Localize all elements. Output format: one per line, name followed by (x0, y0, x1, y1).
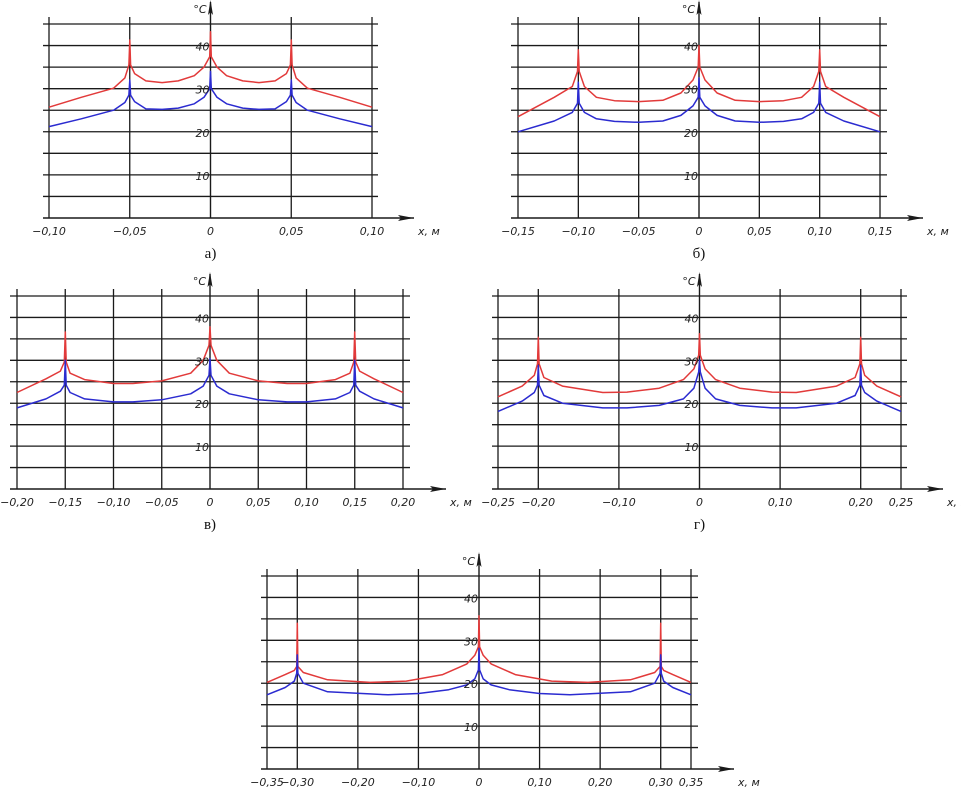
x-tick-label: −0,20 (0, 496, 34, 509)
series-line-red (48, 31, 373, 108)
y-tick-label: 40 (196, 41, 210, 54)
x-tick-label: 0,10 (527, 776, 552, 789)
y-tick-label: 20 (684, 127, 698, 140)
series-line-blue (16, 357, 404, 409)
x-axis-label: x, м (417, 225, 440, 238)
x-tick-label: 0,25 (889, 496, 914, 509)
x-tick-label: 0,20 (588, 776, 613, 789)
chart-panel-4: −0,25 −0,20 −0,10 0 0,10 0,20 0,25 10 20 30 40 °C x,… (481, 272, 961, 533)
x-tick-label: 0,15 (868, 225, 893, 238)
x-axis-arrow-icon (927, 486, 943, 492)
x-tick-label: 0 (476, 776, 483, 789)
series-line-blue (517, 77, 881, 133)
x-tick-label: 0,05 (246, 496, 271, 509)
y-axis-arrow-icon (476, 552, 482, 567)
x-axis-label: x, м (926, 225, 949, 238)
y-tick-label: 30 (195, 355, 209, 368)
y-axis-label: °C (193, 275, 207, 288)
y-axis-arrow-icon (207, 272, 213, 287)
series-line-red (16, 326, 404, 394)
x-tick-label: −0,05 (113, 225, 147, 238)
x-tick-label: 0,10 (294, 496, 319, 509)
y-tick-label: 30 (685, 355, 699, 368)
panel-caption: б) (693, 246, 706, 262)
x-tick-label: 0,10 (360, 225, 385, 238)
x-tick-label: −0,10 (602, 496, 636, 509)
series-line-blue (48, 70, 373, 128)
x-tick-label: −0,05 (145, 496, 179, 509)
y-axis-label: °C (682, 3, 696, 16)
chart-panel-2: −0,15 −0,10 −0,05 0 0,05 0,10 0,15 10 20 30 40 °C x,… (501, 0, 949, 262)
x-tick-label: −0,10 (32, 225, 66, 238)
y-axis-arrow-icon (697, 272, 702, 287)
x-axis-label: x, м (946, 496, 961, 509)
y-axis-label: °C (193, 3, 207, 16)
x-tick-label: 0,15 (343, 496, 368, 509)
x-tick-label: −0,15 (48, 496, 82, 509)
x-tick-label: 0,20 (848, 496, 873, 509)
x-tick-label: 0 (207, 225, 214, 238)
series-line-blue (497, 359, 902, 413)
y-tick-label: 10 (684, 170, 698, 183)
chart-panel-5: −0,35−0,30 −0,20 −0,10 0 0,10 0,20 0,30 0,35 10 2… (250, 552, 760, 789)
x-axis-arrow-icon (718, 766, 734, 772)
x-tick-label: 0,30 (648, 776, 673, 789)
series-line-red (266, 615, 692, 684)
x-axis-arrow-icon (430, 486, 446, 492)
x-tick-label: 0,05 (279, 225, 304, 238)
x-tick-label: −0,30 (280, 776, 314, 789)
panel-caption: а) (205, 246, 217, 262)
x-tick-label: 0 (696, 225, 703, 238)
chart-panel-3: −0,20 −0,15 −0,10 −0,05 0 0,05 0,10 0,15 0,20 10 2… (0, 272, 472, 533)
x-tick-label: 0,20 (391, 496, 416, 509)
x-tick-label: 0 (207, 496, 214, 509)
y-tick-label: 30 (464, 635, 478, 648)
panel-caption: г) (694, 517, 705, 533)
y-tick-label: 10 (196, 170, 210, 183)
x-axis-label: x, м (737, 776, 760, 789)
x-axis-arrow-icon (907, 215, 923, 221)
chart-panel-1: −0,10 −0,05 0 0,05 0,10 10 20 30 40 °C x, м а) (32, 0, 440, 262)
y-tick-label: 20 (196, 127, 210, 140)
y-tick-label: 10 (685, 441, 699, 454)
x-tick-label: −0,10 (561, 225, 595, 238)
x-tick-label: −0,10 (97, 496, 131, 509)
x-tick-label: 0,10 (807, 225, 832, 238)
y-tick-label: 20 (685, 398, 699, 411)
y-tick-label: 20 (195, 398, 209, 411)
series-line-red (497, 332, 902, 398)
x-axis-label: x, м (449, 496, 472, 509)
series-line-red (517, 44, 881, 118)
x-tick-label: 0,35 (679, 776, 704, 789)
x-tick-label: −0,10 (402, 776, 436, 789)
y-axis-label: °C (682, 275, 696, 288)
x-tick-label: −0,15 (501, 225, 535, 238)
y-tick-label: 10 (195, 441, 209, 454)
x-tick-label: −0,20 (341, 776, 375, 789)
y-axis-arrow-icon (696, 0, 702, 15)
panel-caption: в) (204, 517, 216, 533)
y-tick-label: 40 (685, 312, 699, 325)
x-tick-label: −0,35 (250, 776, 284, 789)
y-tick-label: 40 (464, 592, 478, 605)
y-tick-label: 10 (464, 721, 478, 734)
y-tick-label: 30 (196, 84, 210, 97)
y-axis-arrow-icon (208, 0, 213, 15)
x-tick-label: −0,20 (521, 496, 555, 509)
x-tick-label: −0,25 (481, 496, 515, 509)
y-axis-label: °C (462, 555, 476, 568)
x-tick-label: 0,05 (747, 225, 772, 238)
series-line-blue (266, 647, 692, 696)
x-tick-label: −0,05 (622, 225, 656, 238)
x-tick-label: 0,10 (768, 496, 793, 509)
y-tick-label: 40 (684, 41, 698, 54)
x-axis-arrow-icon (398, 215, 414, 221)
y-tick-label: 40 (195, 312, 209, 325)
y-tick-label: 30 (684, 84, 698, 97)
y-tick-label: 20 (464, 678, 478, 691)
x-tick-label: 0 (696, 496, 703, 509)
